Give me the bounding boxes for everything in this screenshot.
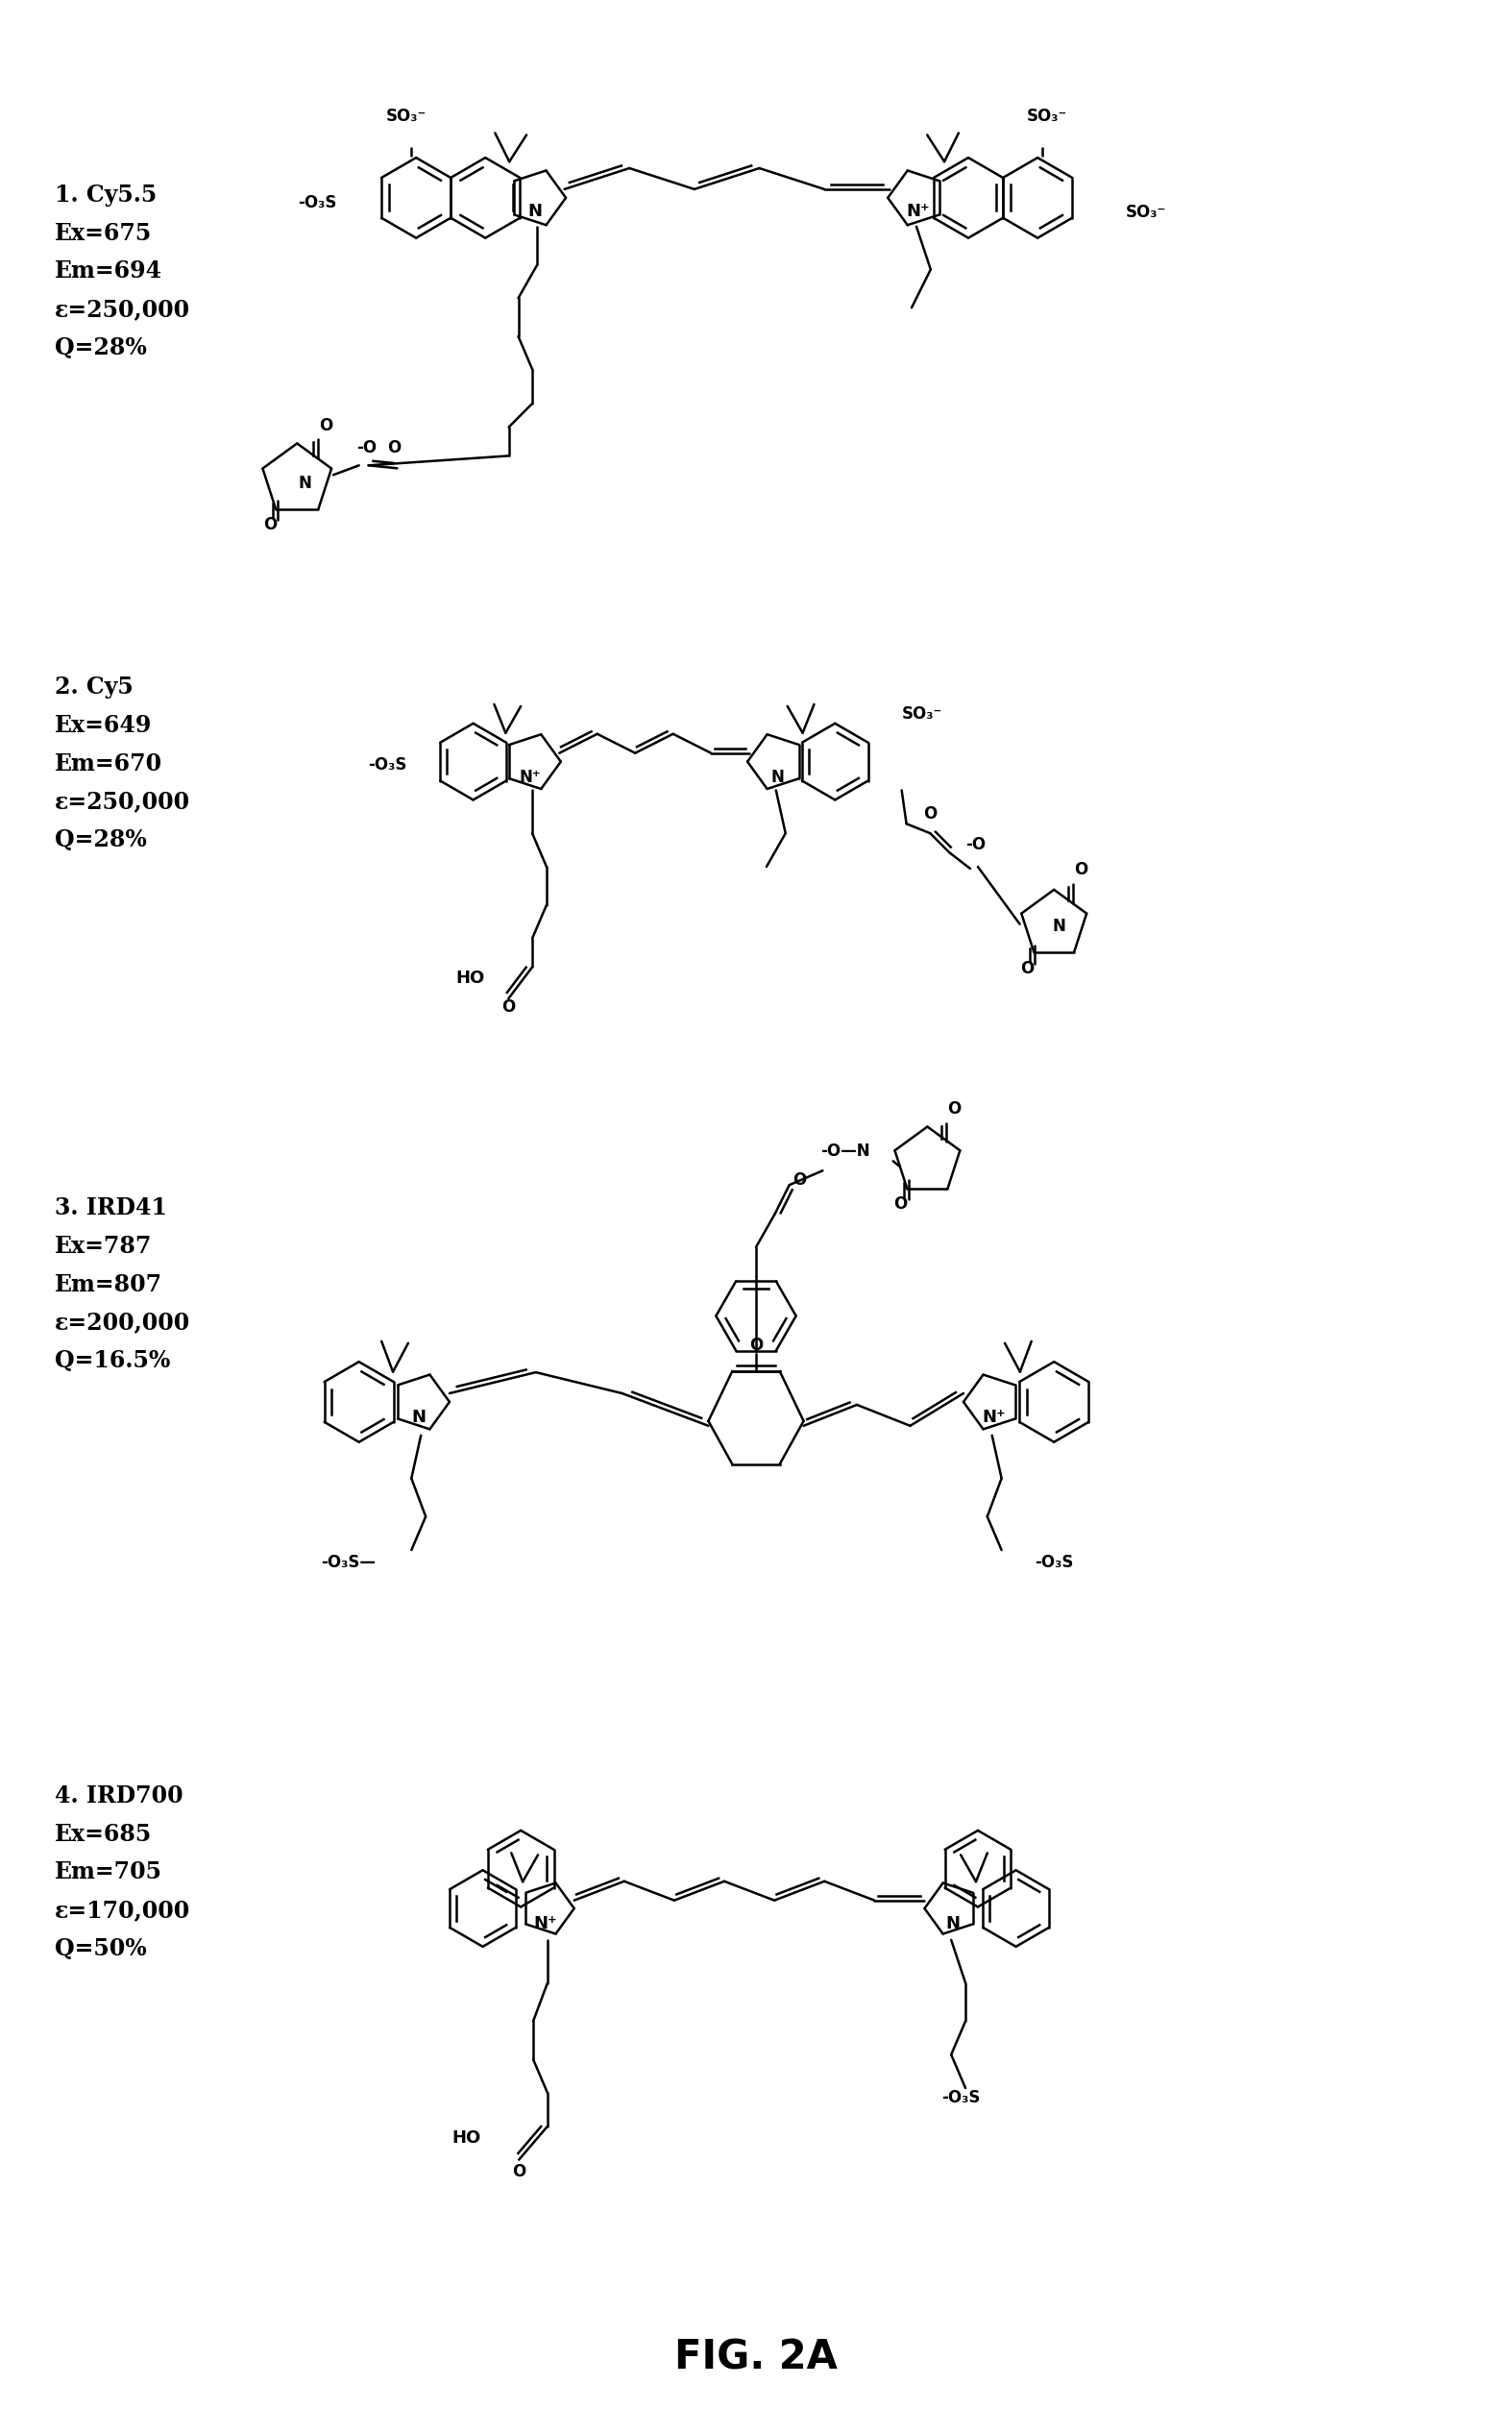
Text: O: O [319, 416, 333, 433]
Text: O: O [1021, 961, 1034, 978]
Text: N⁺: N⁺ [907, 202, 930, 219]
Text: Em=670: Em=670 [54, 752, 162, 774]
Text: ε=250,000: ε=250,000 [54, 791, 191, 813]
Text: -O—N: -O—N [821, 1144, 871, 1161]
Text: O: O [947, 1100, 962, 1117]
Text: N: N [528, 202, 543, 219]
Text: ε=170,000: ε=170,000 [54, 1899, 191, 1923]
Text: O: O [387, 441, 401, 458]
Text: N⁺: N⁺ [983, 1409, 1005, 1426]
Text: SO₃⁻: SO₃⁻ [901, 706, 942, 723]
Text: Q=28%: Q=28% [54, 828, 147, 852]
Text: O: O [513, 2164, 526, 2181]
Text: O: O [894, 1195, 907, 1212]
Text: Q=50%: Q=50% [54, 1937, 147, 1959]
Text: ε=200,000: ε=200,000 [54, 1312, 191, 1334]
Text: SO₃⁻: SO₃⁻ [1027, 107, 1067, 124]
Text: N: N [298, 475, 311, 492]
Text: Ex=649: Ex=649 [54, 713, 151, 738]
Text: O: O [748, 1336, 764, 1353]
Text: Ex=675: Ex=675 [54, 221, 151, 246]
Text: N: N [1052, 918, 1066, 935]
Text: N: N [771, 769, 785, 786]
Text: Ex=787: Ex=787 [54, 1234, 151, 1258]
Text: HO: HO [457, 969, 485, 988]
Text: -O: -O [357, 441, 376, 458]
Text: FIG. 2A: FIG. 2A [674, 2337, 838, 2378]
Text: N: N [411, 1409, 426, 1426]
Text: O: O [1074, 862, 1087, 879]
Text: 1. Cy5.5: 1. Cy5.5 [54, 183, 156, 207]
Text: O: O [502, 998, 516, 1015]
Text: -O: -O [966, 837, 986, 854]
Text: Q=16.5%: Q=16.5% [54, 1348, 169, 1373]
Text: SO₃⁻: SO₃⁻ [386, 107, 426, 124]
Text: HO: HO [452, 2130, 481, 2147]
Text: -O₃S—: -O₃S— [321, 1553, 375, 1570]
Text: -O₃S: -O₃S [942, 2088, 980, 2105]
Text: -O₃S: -O₃S [367, 757, 407, 774]
Text: -O₃S: -O₃S [1036, 1553, 1074, 1570]
Text: Em=694: Em=694 [54, 260, 162, 282]
Text: -O₃S: -O₃S [298, 195, 337, 212]
Text: Em=705: Em=705 [54, 1860, 162, 1884]
Text: ε=250,000: ε=250,000 [54, 297, 191, 321]
Text: N⁺: N⁺ [520, 769, 541, 786]
Text: Em=807: Em=807 [54, 1273, 162, 1295]
Text: O: O [263, 516, 277, 533]
Text: 3. IRD41: 3. IRD41 [54, 1198, 166, 1219]
Text: 4. IRD700: 4. IRD700 [54, 1784, 183, 1806]
Text: Ex=685: Ex=685 [54, 1823, 151, 1845]
Text: 2. Cy5: 2. Cy5 [54, 677, 133, 699]
Text: SO₃⁻: SO₃⁻ [1125, 204, 1166, 221]
Text: O: O [924, 806, 937, 823]
Text: N: N [947, 1916, 960, 1933]
Text: N⁺: N⁺ [534, 1916, 558, 1933]
Text: O: O [792, 1171, 806, 1188]
Text: Q=28%: Q=28% [54, 336, 147, 360]
